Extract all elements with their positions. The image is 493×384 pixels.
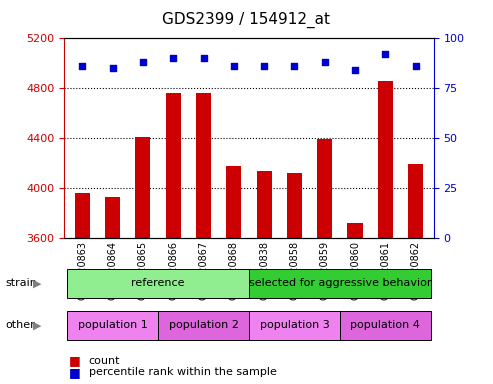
Point bbox=[108, 65, 116, 71]
Point bbox=[382, 51, 389, 58]
Bar bbox=[287, 173, 302, 384]
Bar bbox=[256, 170, 272, 384]
Bar bbox=[317, 139, 332, 384]
Point bbox=[260, 63, 268, 70]
Bar bbox=[348, 223, 363, 384]
Bar bbox=[196, 93, 211, 384]
Bar bbox=[166, 93, 181, 384]
Text: GDS2399 / 154912_at: GDS2399 / 154912_at bbox=[163, 12, 330, 28]
Text: ■: ■ bbox=[69, 354, 81, 367]
Point bbox=[230, 63, 238, 70]
Text: ▶: ▶ bbox=[33, 278, 41, 288]
Text: population 1: population 1 bbox=[78, 320, 147, 331]
Text: population 4: population 4 bbox=[351, 320, 421, 331]
Text: strain: strain bbox=[5, 278, 37, 288]
Text: population 3: population 3 bbox=[259, 320, 329, 331]
Point bbox=[139, 59, 147, 65]
Text: ■: ■ bbox=[69, 366, 81, 379]
Text: population 2: population 2 bbox=[169, 320, 239, 331]
Point bbox=[200, 55, 208, 61]
Bar bbox=[408, 164, 423, 384]
Bar bbox=[135, 137, 150, 384]
Bar bbox=[226, 166, 242, 384]
Text: selected for aggressive behavior: selected for aggressive behavior bbox=[248, 278, 431, 288]
Text: ▶: ▶ bbox=[33, 320, 41, 331]
Bar bbox=[75, 193, 90, 384]
Point bbox=[169, 55, 177, 61]
Point bbox=[78, 63, 86, 70]
Text: other: other bbox=[5, 320, 35, 331]
Bar bbox=[378, 81, 393, 384]
Text: percentile rank within the sample: percentile rank within the sample bbox=[89, 367, 277, 377]
Text: count: count bbox=[89, 356, 120, 366]
Point bbox=[351, 67, 359, 73]
Bar bbox=[105, 197, 120, 384]
Point bbox=[290, 63, 298, 70]
Point bbox=[412, 63, 420, 70]
Text: reference: reference bbox=[131, 278, 185, 288]
Point bbox=[321, 59, 329, 65]
